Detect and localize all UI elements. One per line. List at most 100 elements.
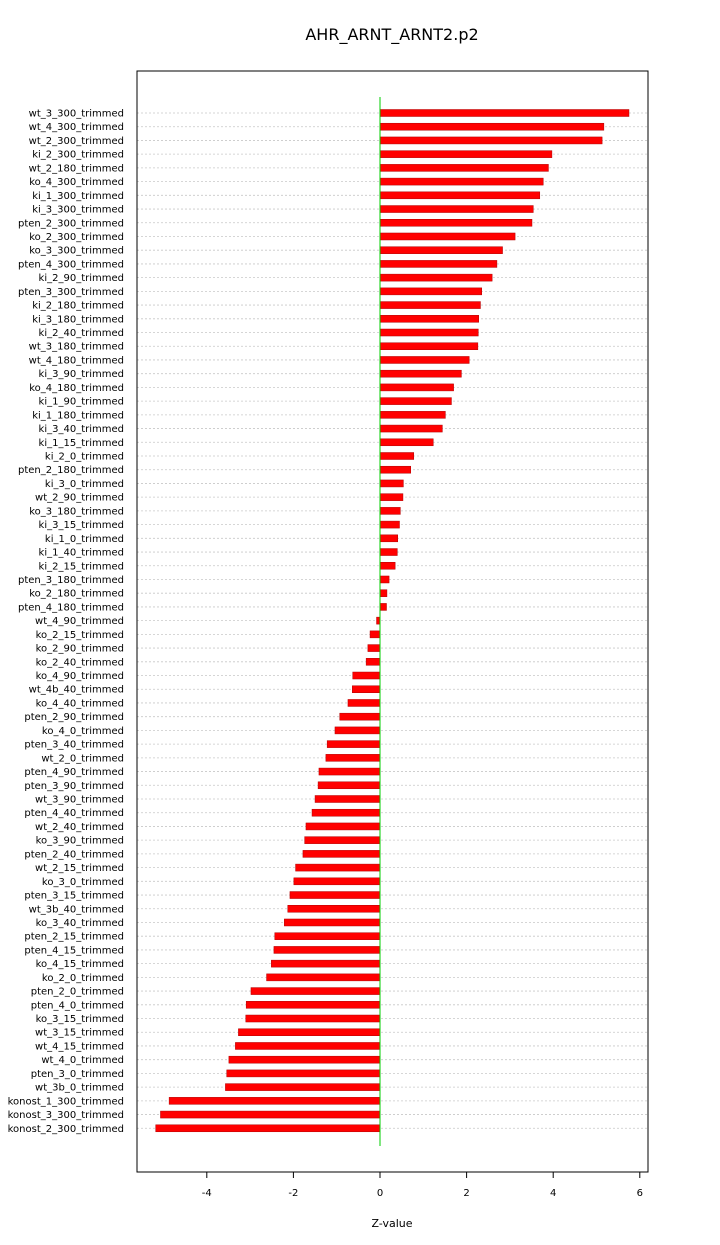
- bar-wt_2_0_trimmed: [325, 754, 381, 762]
- bar-wt_4_300_trimmed: [379, 122, 605, 131]
- category-label: ki_2_0_trimmed: [45, 452, 124, 463]
- bar-pten_2_180_trimmed: [379, 465, 411, 474]
- bar-ki_3_90_trimmed: [379, 369, 462, 378]
- bar-pten_4_40_trimmed: [311, 808, 381, 817]
- category-label: ki_3_180_trimmed: [32, 314, 124, 325]
- category-label: ko_4_90_trimmed: [36, 671, 124, 682]
- category-label: ko_2_15_trimmed: [36, 630, 124, 641]
- category-label: wt_4_180_trimmed: [29, 355, 124, 366]
- bar-ki_2_0_trimmed: [379, 452, 415, 460]
- bar-pten_4_15_trimmed: [273, 946, 381, 954]
- x-tick-label: -2: [288, 1188, 298, 1199]
- category-label: wt_2_15_trimmed: [35, 863, 124, 874]
- category-label: ko_2_300_trimmed: [29, 232, 124, 243]
- bar-pten_4_180_trimmed: [379, 603, 387, 611]
- bar-ko_2_90_trimmed: [367, 644, 381, 652]
- bar-ko_3_0_trimmed: [293, 877, 381, 886]
- category-label: ko_2_90_trimmed: [36, 644, 124, 655]
- bar-ki_3_15_trimmed: [379, 520, 400, 529]
- bar-ki_3_0_trimmed: [379, 479, 404, 488]
- bar-pten_2_40_trimmed: [302, 850, 381, 858]
- bar-pten_3_180_trimmed: [379, 575, 390, 584]
- bar-wt_4_90_trimmed: [376, 616, 381, 625]
- bar-ko_2_180_trimmed: [379, 589, 388, 597]
- plot-frame: [136, 70, 649, 1173]
- category-label: ko_2_0_trimmed: [42, 973, 124, 984]
- category-label: wt_4_0_trimmed: [41, 1055, 124, 1066]
- category-label: wt_3_300_trimmed: [29, 109, 124, 120]
- bar-wt_2_300_trimmed: [379, 136, 603, 145]
- bar-pten_3_300_trimmed: [379, 287, 483, 296]
- bar-ko_4_90_trimmed: [352, 671, 381, 680]
- category-label: pten_2_0_trimmed: [31, 987, 124, 998]
- category-label: pten_4_180_trimmed: [18, 602, 124, 613]
- category-label: ki_1_0_trimmed: [45, 534, 124, 545]
- category-label: pten_2_300_trimmed: [18, 218, 124, 229]
- category-label: ki_3_0_trimmed: [45, 479, 124, 490]
- bar-ki_3_300_trimmed: [379, 205, 534, 213]
- bar-ki_2_180_trimmed: [379, 301, 481, 309]
- bar-wt_4_15_trimmed: [235, 1042, 381, 1050]
- bar-ko_3_15_trimmed: [245, 1014, 381, 1023]
- bar-wt_2_90_trimmed: [379, 493, 404, 501]
- category-label: wt_2_300_trimmed: [29, 136, 124, 147]
- category-label: ki_3_15_trimmed: [39, 520, 124, 531]
- bar-ki_1_15_trimmed: [379, 438, 434, 447]
- bar-wt_4_0_trimmed: [228, 1055, 381, 1064]
- bar-pten_4_300_trimmed: [379, 260, 498, 268]
- bar-wt_2_180_trimmed: [379, 164, 549, 172]
- bar-wt_4b_40_trimmed: [352, 685, 381, 693]
- bar-wt_3b_0_trimmed: [225, 1083, 381, 1091]
- bar-pten_3_0_trimmed: [226, 1069, 381, 1078]
- category-label: pten_4_15_trimmed: [24, 945, 124, 956]
- category-label: wt_2_90_trimmed: [35, 493, 124, 504]
- bar-wt_3_90_trimmed: [314, 795, 381, 803]
- x-tick-label: -4: [202, 1188, 212, 1199]
- category-label: wt_3_180_trimmed: [29, 342, 124, 353]
- x-tick-label: 6: [637, 1188, 643, 1199]
- category-label: pten_4_300_trimmed: [18, 259, 124, 270]
- category-label: konost_3_300_trimmed: [8, 1110, 124, 1121]
- category-label: ki_1_40_trimmed: [39, 548, 124, 559]
- category-label: ko_3_15_trimmed: [36, 1014, 124, 1025]
- bar-ko_3_180_trimmed: [379, 507, 401, 515]
- category-label: ki_3_40_trimmed: [39, 424, 124, 435]
- x-axis: -4 -2 0 2 4 6: [202, 1172, 643, 1199]
- category-label: pten_3_0_trimmed: [31, 1069, 124, 1080]
- category-label: wt_3_90_trimmed: [35, 795, 124, 806]
- bar-ki_1_180_trimmed: [379, 411, 446, 419]
- category-label: ki_1_180_trimmed: [32, 410, 124, 421]
- bar-wt_3b_40_trimmed: [287, 905, 381, 913]
- bar-ko_4_180_trimmed: [379, 383, 454, 392]
- category-label: pten_3_15_trimmed: [24, 891, 124, 902]
- bar-ko_2_0_trimmed: [266, 973, 381, 982]
- category-label: ki_3_90_trimmed: [39, 369, 124, 380]
- category-label: ki_2_180_trimmed: [32, 301, 124, 312]
- category-label: wt_4_300_trimmed: [29, 122, 124, 133]
- category-label: ko_3_180_trimmed: [29, 506, 124, 517]
- bar-ko_2_300_trimmed: [379, 232, 516, 241]
- bar-ko_3_300_trimmed: [379, 246, 503, 254]
- bar-konost_2_300_trimmed: [155, 1124, 381, 1133]
- bars: [155, 109, 630, 1133]
- bar-ko_2_40_trimmed: [365, 658, 381, 666]
- bar-ko_3_40_trimmed: [284, 918, 381, 927]
- category-label: wt_4_90_trimmed: [35, 616, 124, 627]
- category-label: wt_3_15_trimmed: [35, 1028, 124, 1039]
- bar-ko_4_40_trimmed: [347, 699, 381, 707]
- bar-konost_3_300_trimmed: [160, 1110, 381, 1119]
- category-label: ko_4_40_trimmed: [36, 698, 124, 709]
- bar-ki_2_15_trimmed: [379, 562, 396, 570]
- bar-ki_2_300_trimmed: [379, 150, 553, 158]
- bar-ki_2_40_trimmed: [379, 328, 479, 337]
- category-label: ko_3_300_trimmed: [29, 246, 124, 257]
- category-label: ko_4_180_trimmed: [29, 383, 124, 394]
- category-label: ko_3_0_trimmed: [42, 877, 124, 888]
- category-label: pten_4_40_trimmed: [24, 808, 124, 819]
- x-tick-label: 2: [463, 1188, 469, 1199]
- bar-ki_2_90_trimmed: [379, 273, 493, 282]
- category-label: ki_1_90_trimmed: [39, 397, 124, 408]
- category-label: ko_4_15_trimmed: [36, 959, 124, 970]
- bar-ki_1_300_trimmed: [379, 191, 541, 200]
- bar-ko_4_0_trimmed: [334, 726, 381, 735]
